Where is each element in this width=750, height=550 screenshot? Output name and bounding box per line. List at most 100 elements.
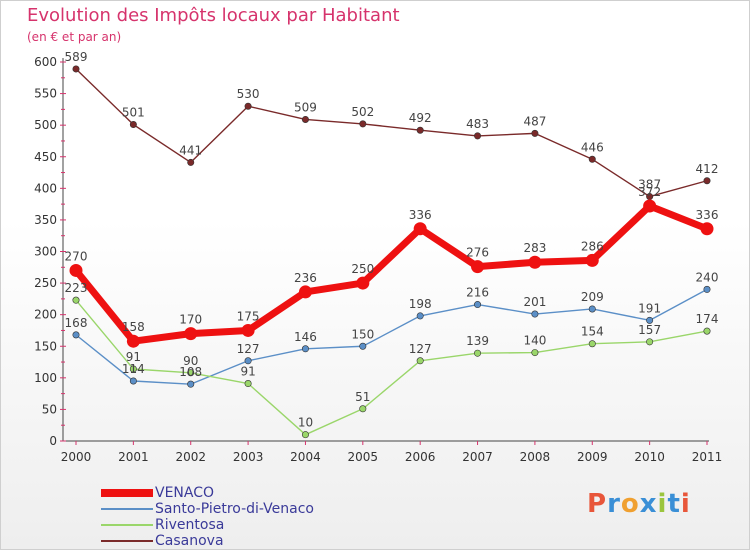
y-tick-label: 500 <box>34 118 57 132</box>
legend-item: Santo-Pietro-di-Venaco <box>101 501 401 517</box>
data-point <box>359 342 367 350</box>
data-point <box>301 345 309 353</box>
y-tick-label: 350 <box>34 213 57 227</box>
data-label: 51 <box>355 390 370 404</box>
legend-swatch <box>101 540 153 542</box>
x-tick-label: 2005 <box>348 450 379 464</box>
data-label: 270 <box>65 249 88 263</box>
legend: VENACO Santo-Pietro-di-Venaco Riventosa Cas… <box>101 485 401 549</box>
y-tick-label: 200 <box>34 308 57 322</box>
data-label: 276 <box>466 246 489 260</box>
chart-subtitle: (en € et par an) <box>27 30 122 44</box>
data-label: 441 <box>179 143 202 157</box>
data-point <box>585 253 599 267</box>
proxiti-logo: Proxiti <box>587 489 691 519</box>
legend-label: Santo-Pietro-di-Venaco <box>155 501 314 517</box>
logo-letter: x <box>639 489 658 519</box>
y-tick-label: 250 <box>34 276 57 290</box>
data-point <box>471 260 485 274</box>
legend-swatch <box>101 508 153 510</box>
data-point <box>643 199 657 213</box>
logo-letter: i <box>680 489 691 519</box>
data-point <box>531 129 539 137</box>
x-tick-label: 2009 <box>577 450 608 464</box>
data-point <box>416 312 424 320</box>
y-tick-label: 100 <box>34 371 57 385</box>
x-tick-label: 2006 <box>405 450 436 464</box>
data-point <box>129 365 137 373</box>
data-point <box>301 115 309 123</box>
data-label: 372 <box>638 185 661 199</box>
y-axis-ticks: 0 50 100 150 200 250 300 350 400 450 500 550 600 <box>34 55 66 448</box>
data-point <box>528 255 542 269</box>
data-label: 154 <box>581 325 604 339</box>
series-layer <box>69 65 714 439</box>
data-label: 139 <box>466 334 489 348</box>
logo-letter: i <box>657 489 668 519</box>
y-tick-label: 600 <box>34 55 57 69</box>
legend-label: VENACO <box>155 485 215 501</box>
series-santo-pietro-di-venaco <box>72 285 711 388</box>
data-label: 209 <box>581 290 604 304</box>
data-label: 158 <box>122 320 145 334</box>
data-label: 502 <box>351 105 374 119</box>
data-label: 446 <box>581 140 604 154</box>
data-label: 150 <box>351 327 374 341</box>
data-label: 170 <box>179 313 202 327</box>
data-label: 387 <box>638 178 661 192</box>
data-point <box>703 177 711 185</box>
data-point <box>531 349 539 357</box>
data-point <box>241 323 255 337</box>
data-point <box>359 120 367 128</box>
data-point <box>301 431 309 439</box>
y-tick-label: 150 <box>34 339 57 353</box>
data-point <box>184 327 198 341</box>
data-labels-layer: 270 158 170 175 236 250 336 276 283 286 372 336 168 1… <box>65 50 719 430</box>
chart-title: Evolution des Impôts locaux par Habitant <box>27 5 400 26</box>
logo-letter: P <box>587 489 608 519</box>
y-tick-label: 50 <box>42 402 57 416</box>
legend-swatch <box>101 524 153 526</box>
x-tick-label: 2001 <box>118 450 149 464</box>
data-point <box>244 357 252 365</box>
data-label: 487 <box>523 114 546 128</box>
data-point <box>244 380 252 388</box>
data-label: 236 <box>294 271 317 285</box>
y-tick-label: 550 <box>34 87 57 101</box>
data-point <box>588 340 596 348</box>
x-tick-label: 2008 <box>520 450 551 464</box>
x-axis-ticks: 2000 2001 2002 2003 2004 2005 2006 2007 2008 2009… <box>61 441 722 464</box>
legend-item: Casanova <box>101 533 401 549</box>
data-label: 175 <box>237 309 260 323</box>
data-point <box>187 158 195 166</box>
data-label: 336 <box>696 208 719 222</box>
series-line <box>75 299 708 436</box>
series-line <box>75 288 708 385</box>
data-point <box>474 301 482 309</box>
data-label: 108 <box>179 365 202 379</box>
y-tick-label: 450 <box>34 150 57 164</box>
data-label: 127 <box>237 342 260 356</box>
data-label: 283 <box>523 241 546 255</box>
data-point <box>700 222 714 236</box>
data-point <box>703 285 711 293</box>
data-label: 250 <box>351 262 374 276</box>
data-point <box>416 126 424 134</box>
data-point <box>298 285 312 299</box>
data-point <box>69 263 83 277</box>
data-point <box>129 377 137 385</box>
data-point <box>356 276 370 290</box>
data-point <box>244 102 252 110</box>
data-label: 140 <box>523 334 546 348</box>
data-point <box>416 357 424 365</box>
data-label: 223 <box>65 281 88 295</box>
legend-label: Riventosa <box>155 517 225 533</box>
data-label: 90 <box>183 354 198 368</box>
data-label: 509 <box>294 100 317 114</box>
x-tick-label: 2002 <box>175 450 206 464</box>
data-label: 146 <box>294 330 317 344</box>
legend-item: Riventosa <box>101 517 401 533</box>
legend-item: VENACO <box>101 485 401 501</box>
data-label: 91 <box>240 365 255 379</box>
chart-axes <box>62 58 709 442</box>
